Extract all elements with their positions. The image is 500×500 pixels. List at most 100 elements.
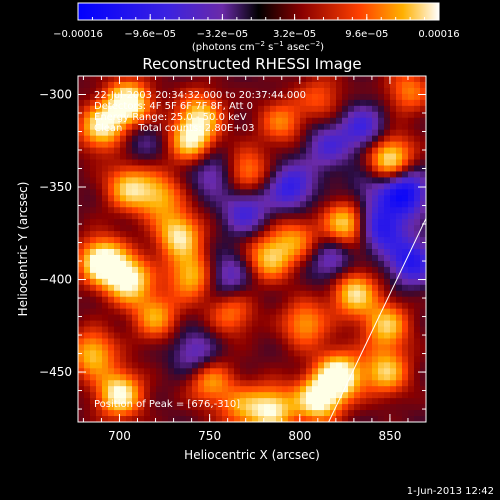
image-pixel [306,356,313,363]
image-pixel [180,302,187,310]
image-pixel [324,398,331,405]
image-pixel [354,392,361,399]
image-pixel [168,76,175,83]
image-pixel [96,129,103,137]
image-pixel [186,272,193,280]
image-pixel [240,332,247,340]
image-pixel [288,392,295,399]
image-pixel [270,302,277,310]
image-pixel [372,225,379,232]
image-pixel [354,195,361,202]
image-pixel [276,135,283,143]
image-pixel [252,135,259,143]
image-pixel [270,153,277,161]
image-pixel [282,260,289,268]
image-pixel [180,260,187,268]
image-pixel [294,165,301,173]
image-pixel [252,350,259,357]
image-pixel [198,320,205,328]
image-pixel [102,290,109,298]
image-pixel [330,207,337,214]
image-pixel [306,380,313,387]
image-pixel [342,87,349,95]
image-pixel [270,249,277,256]
image-pixel [78,231,85,238]
image-pixel [222,344,229,352]
image-pixel [342,183,349,190]
image-pixel [192,266,199,274]
image-pixel [246,99,253,107]
image-pixel [228,398,235,405]
image-pixel [240,117,247,125]
image-pixel [186,153,193,161]
image-pixel [348,314,355,322]
image-pixel [270,254,277,262]
image-pixel [336,404,343,411]
image-pixel [264,135,271,143]
image-pixel [216,129,223,137]
image-pixel [108,93,115,101]
image-pixel [156,320,163,328]
image-pixel [360,338,367,346]
image-pixel [144,76,151,83]
image-pixel [258,380,265,387]
image-pixel [186,380,193,387]
image-pixel [180,117,187,125]
image-pixel [156,344,163,352]
image-pixel [186,320,193,328]
image-pixel [396,416,403,422]
image-pixel [294,320,301,328]
image-pixel [222,260,229,268]
image-pixel [144,356,151,363]
image-pixel [360,254,367,262]
image-pixel [96,123,103,131]
image-pixel [144,374,151,381]
image-pixel [78,201,85,208]
image-pixel [234,153,241,161]
image-pixel [90,314,97,322]
image-pixel [258,219,265,226]
image-pixel [300,147,307,155]
image-pixel [246,219,253,226]
image-pixel [336,183,343,190]
image-pixel [150,350,157,357]
image-pixel [204,374,211,381]
image-pixel [258,159,265,167]
image-pixel [360,195,367,202]
image-pixel [132,374,139,381]
image-pixel [420,87,426,95]
image-pixel [108,284,115,292]
image-pixel [414,183,421,190]
image-pixel [312,201,319,208]
image-pixel [324,153,331,161]
image-pixel [300,87,307,95]
image-pixel [294,183,301,190]
image-pixel [270,392,277,399]
image-pixel [342,314,349,322]
image-pixel [108,350,115,357]
image-pixel [174,171,181,179]
image-pixel [240,249,247,256]
image-pixel [222,314,229,322]
image-pixel [252,159,259,167]
image-pixel [414,165,421,173]
image-pixel [240,219,247,226]
image-pixel [174,350,181,357]
image-pixel [384,284,391,292]
image-pixel [204,225,211,232]
image-pixel [366,260,373,268]
image-pixel [198,225,205,232]
image-pixel [240,416,247,422]
image-pixel [288,249,295,256]
image-pixel [276,171,283,179]
image-pixel [336,159,343,167]
image-pixel [306,320,313,328]
image-pixel [156,338,163,346]
image-pixel [414,105,421,113]
image-pixel [252,177,259,184]
image-pixel [258,87,265,95]
image-pixel [408,183,415,190]
image-pixel [348,111,355,119]
image-pixel [174,272,181,280]
image-pixel [330,362,337,369]
